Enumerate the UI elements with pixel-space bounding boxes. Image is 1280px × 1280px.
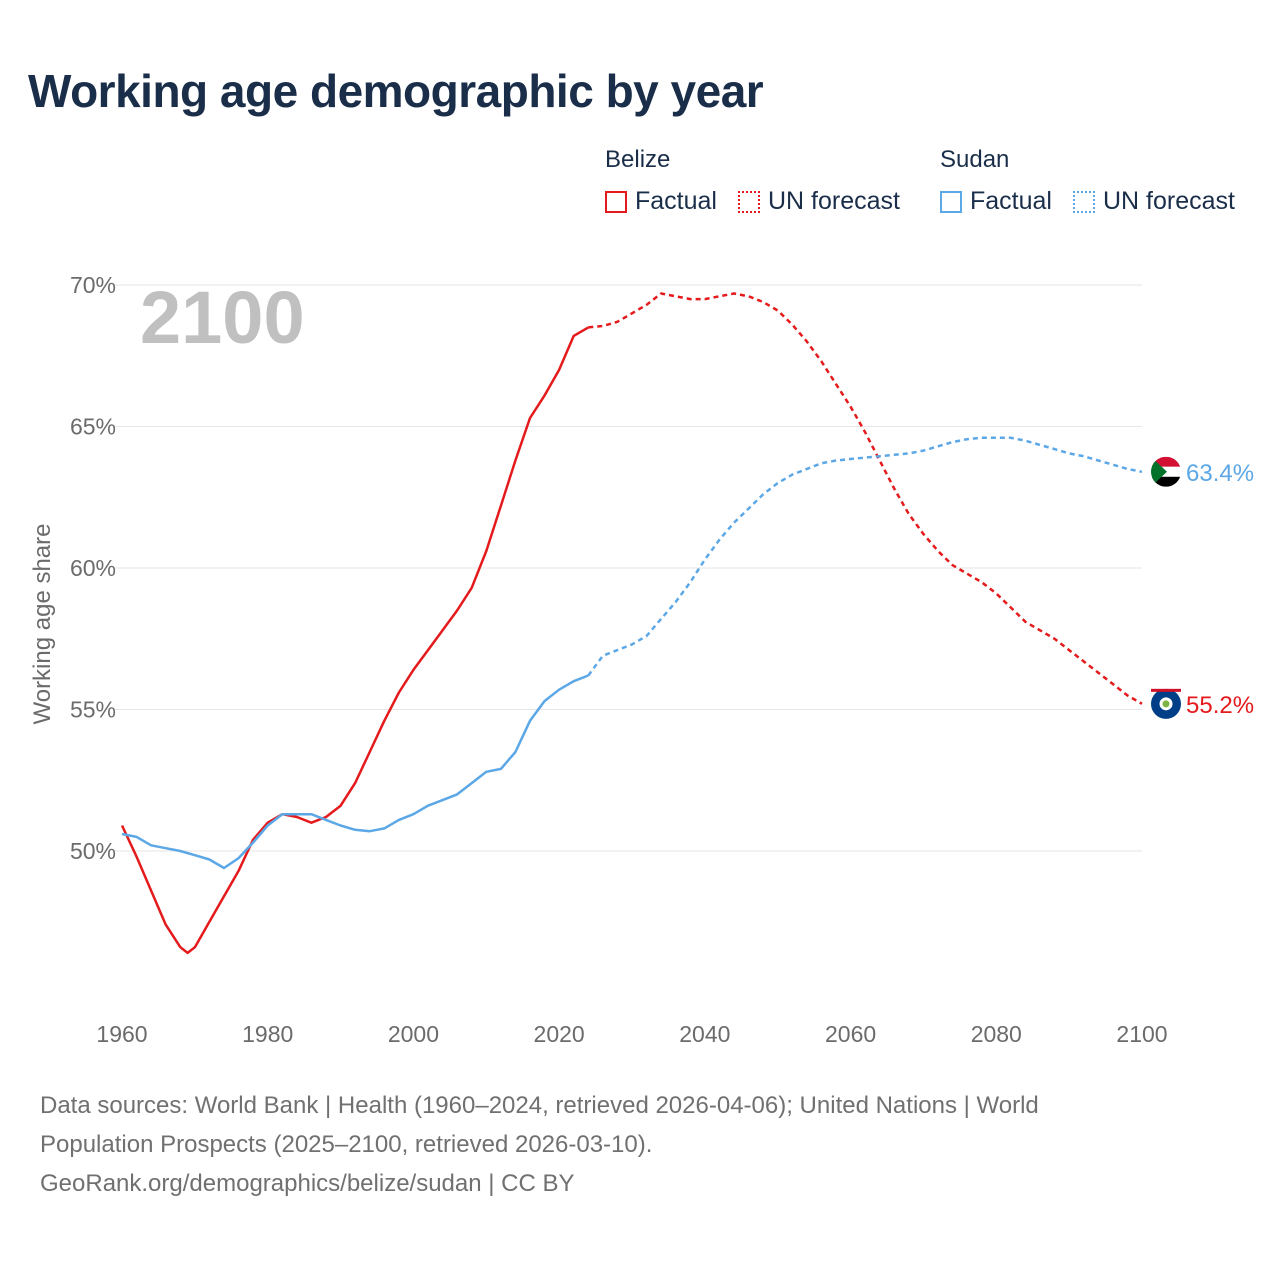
flag-emblem-center xyxy=(1162,700,1170,708)
year-label: 2100 xyxy=(140,276,305,359)
x-tick-label: 2100 xyxy=(1116,1021,1167,1047)
x-tick-label: 2080 xyxy=(971,1021,1022,1047)
x-tick-label: 2020 xyxy=(534,1021,585,1047)
legend-sudan-forecast[interactable]: UN forecast xyxy=(1073,187,1235,216)
legend-label: UN forecast xyxy=(1103,187,1235,215)
series-line-belize-factual xyxy=(120,326,589,955)
y-tick-label: 70% xyxy=(70,272,116,298)
legend-label: Factual xyxy=(970,187,1052,215)
series-line-belize-forecast xyxy=(588,292,1143,705)
y-tick-label: 55% xyxy=(70,697,116,723)
legend-swatch-solid-icon xyxy=(940,190,962,213)
y-tick-label: 60% xyxy=(70,555,116,581)
x-tick-label: 2040 xyxy=(679,1021,730,1047)
end-value-label-belize: 55.2% xyxy=(1186,692,1254,719)
source-line-3: GeoRank.org/demographics/belize/sudan | … xyxy=(40,1170,575,1197)
y-axis-label: Working age share xyxy=(29,524,56,725)
legend-group-belize: Belize xyxy=(605,146,671,173)
source-line-2: Population Prospects (2025–2100, retriev… xyxy=(40,1131,653,1158)
series-line-sudan-forecast xyxy=(587,436,1143,677)
end-value-label-sudan: 63.4% xyxy=(1186,460,1254,487)
x-tick-label: 2060 xyxy=(825,1021,876,1047)
y-tick-label: 65% xyxy=(70,414,116,440)
legend-label: Factual xyxy=(635,187,717,215)
source-line-1: Data sources: World Bank | Health (1960–… xyxy=(40,1092,1039,1119)
x-tick-label: 1980 xyxy=(242,1021,293,1047)
legend-group-sudan: Sudan xyxy=(940,146,1010,173)
flag-body xyxy=(1151,456,1181,487)
flag-belize-icon xyxy=(1151,688,1181,719)
x-tick-label: 2000 xyxy=(388,1021,439,1047)
line-chart: 50% 55% 60% 65% 70% 1960 1980 2000 2020 2040 2060 2… xyxy=(29,272,1254,1047)
flag-stripe xyxy=(1151,476,1181,487)
flag-triangle xyxy=(1151,456,1167,487)
legend-swatch-solid-icon xyxy=(605,190,627,213)
legend-belize-forecast[interactable]: UN forecast xyxy=(738,187,900,216)
x-tick-label: 1960 xyxy=(96,1021,147,1047)
legend-swatch-dotted-icon xyxy=(738,190,760,213)
flag-stripe xyxy=(1151,456,1181,467)
series-line-sudan-factual xyxy=(121,674,589,870)
page-title: Working age demographic by year xyxy=(28,65,764,117)
flag-stripe xyxy=(1151,688,1181,692)
footer: Data sources: World Bank | Health (1960–… xyxy=(40,1086,1240,1203)
legend-label: UN forecast xyxy=(768,187,900,215)
flag-sudan-icon xyxy=(1151,456,1181,487)
legend-sudan-factual[interactable]: Factual xyxy=(940,187,1052,216)
y-tick-label: 50% xyxy=(70,838,116,864)
legend-belize-factual[interactable]: Factual xyxy=(605,187,717,216)
legend-swatch-dotted-icon xyxy=(1073,190,1095,213)
